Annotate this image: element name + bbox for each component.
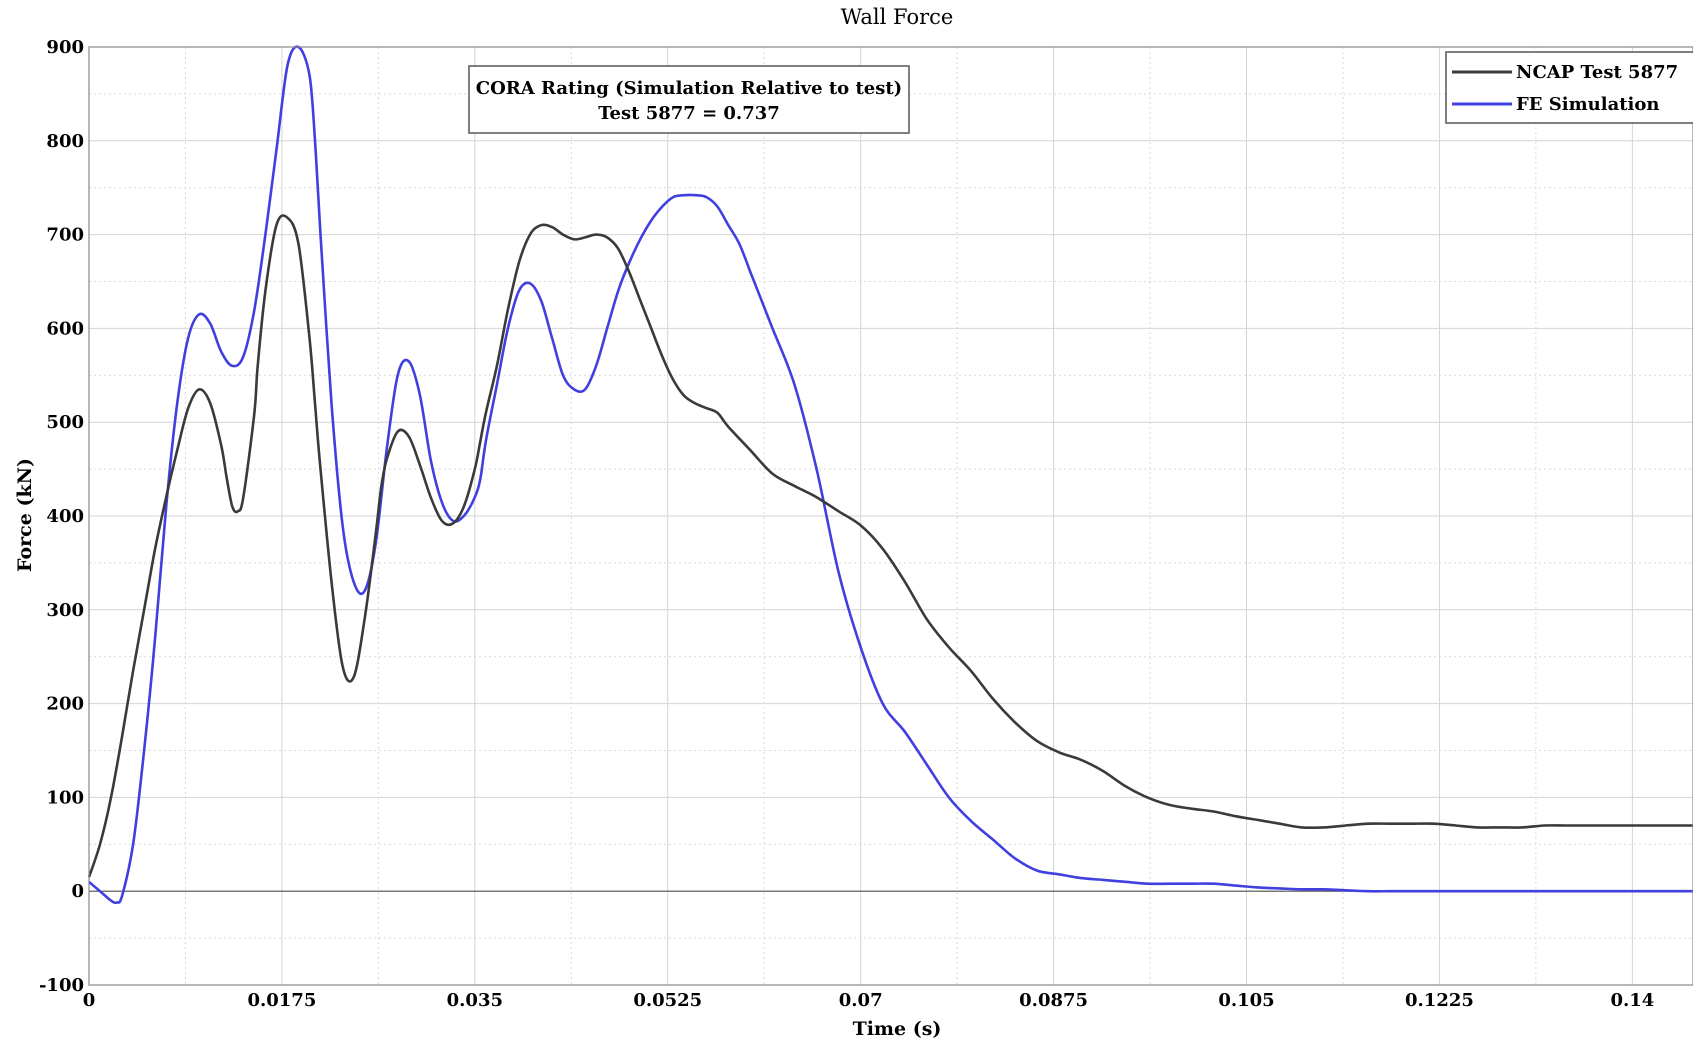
y-tick-label: 200 [46, 694, 84, 715]
minor-grid [89, 47, 1693, 985]
x-tick-label: 0.0175 [247, 990, 316, 1011]
y-tick-label: 500 [46, 412, 84, 433]
series-line-fe-simulation [88, 45, 1693, 905]
y-tick-label: 300 [46, 600, 84, 621]
chart-title: Wall Force [841, 5, 954, 29]
x-tick-label: 0.1225 [1405, 990, 1474, 1011]
y-tick-label: -100 [39, 975, 84, 996]
series-line-ncap-test [87, 214, 1693, 878]
y-tick-label: 100 [46, 787, 84, 808]
y-axis-label: Force (kN) [14, 458, 36, 572]
x-tick-label: 0.035 [447, 990, 503, 1011]
y-tick-label: 0 [71, 881, 84, 902]
series-layer [87, 45, 1693, 905]
legend-frame [1445, 51, 1693, 124]
cora-rating-line1: CORA Rating (Simulation Relative to test… [476, 78, 902, 99]
x-tick-label: 0.07 [839, 990, 883, 1011]
y-tick-label: 700 [46, 225, 84, 246]
x-tick-label: 0 [83, 990, 96, 1011]
x-axis-label: Time (s) [853, 1018, 942, 1040]
y-tick-label: 400 [46, 506, 84, 527]
x-tick-label: 0.105 [1218, 990, 1274, 1011]
legend: NCAP Test 5877 FE Simulation [1445, 51, 1693, 124]
y-tick-label: 600 [46, 318, 84, 339]
legend-label-ncap: NCAP Test 5877 [1516, 62, 1678, 83]
x-tick-label: 0.0525 [633, 990, 702, 1011]
cora-rating-line2: Test 5877 = 0.737 [598, 103, 780, 124]
cora-rating-frame [468, 65, 910, 134]
legend-label-fe: FE Simulation [1516, 94, 1659, 115]
plot-frame [88, 46, 1693, 986]
x-tick-label: 0.0875 [1019, 990, 1088, 1011]
cora-rating-box: CORA Rating (Simulation Relative to test… [468, 65, 910, 134]
y-tick-labels: -100 0 100 200 300 400 500 600 700 800 900 [39, 37, 84, 996]
y-tick-label: 800 [46, 131, 84, 152]
x-tick-label: 0.14 [1610, 990, 1654, 1011]
y-tick-label: 900 [46, 37, 84, 58]
x-tick-labels: 0 0.0175 0.035 0.0525 0.07 0.0875 0.105 0.1225 0… [83, 990, 1655, 1011]
